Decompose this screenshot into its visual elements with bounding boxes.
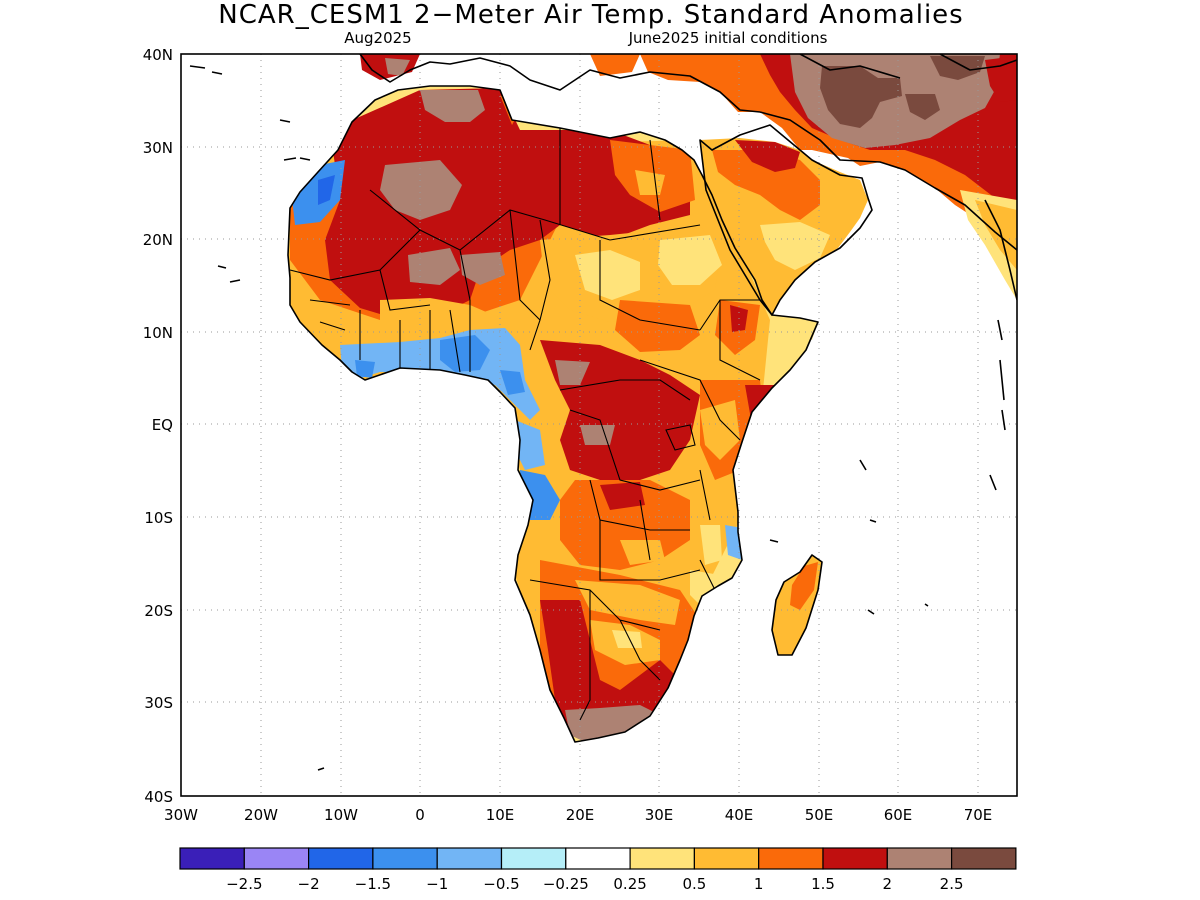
legend-swatch [822, 847, 888, 870]
initial-conditions-label: June2025 initial conditions [628, 29, 828, 47]
legend-label: 1.5 [811, 875, 835, 893]
longitude-labels: 30W 20W 10W 0 10E 20E 30E 40E 50E 60E 70… [164, 806, 992, 824]
color-legend: −2.5 −2 −1.5 −1 −0.5 −0.25 0.25 0.5 1 1.5 2 2.5 [179, 847, 1017, 893]
legend-swatch [950, 847, 1017, 870]
legend-label: −1.5 [355, 875, 391, 893]
legend-swatch [758, 847, 824, 870]
lon-label: 60E [884, 806, 913, 824]
legend-label: 1 [754, 875, 764, 893]
lon-label: 10E [486, 806, 515, 824]
legend-swatch [693, 847, 760, 870]
legend-label: 2 [883, 875, 893, 893]
map-panel [180, 53, 1018, 797]
legend-swatch [179, 847, 245, 870]
lat-label: 30S [144, 694, 173, 712]
lon-label: 10W [324, 806, 358, 824]
legend-swatch [500, 847, 567, 870]
coastlines [189, 54, 1017, 771]
legend-label: 2.5 [940, 875, 964, 893]
legend-swatch [308, 847, 374, 870]
legend-label: 0.5 [682, 875, 706, 893]
legend-swatch [565, 847, 631, 870]
graticule [181, 54, 1017, 796]
lon-label: 30E [645, 806, 674, 824]
lat-label: 40N [143, 46, 173, 64]
lat-label: EQ [152, 416, 173, 434]
lon-label: 20W [244, 806, 278, 824]
lat-label: 30N [143, 139, 173, 157]
lat-label: 10N [143, 324, 173, 342]
lon-label: 0 [415, 806, 425, 824]
map-title: NCAR_CESM1 2−Meter Air Temp. Standard An… [218, 0, 963, 30]
lat-label: 20S [144, 602, 173, 620]
lat-label: 10S [144, 509, 173, 527]
legend-swatch [436, 847, 503, 870]
legend-swatch [886, 847, 953, 870]
legend-swatch [243, 847, 310, 870]
legend-label: −1 [426, 875, 448, 893]
lat-label: 20N [143, 231, 173, 249]
latitude-labels: 40N 30N 20N 10N EQ 10S 20S 30S 40S [143, 46, 173, 806]
legend-label: −0.5 [483, 875, 519, 893]
lon-label: 70E [964, 806, 993, 824]
lat-label: 40S [144, 788, 173, 806]
anomaly-shading-middle-east [360, 54, 1017, 655]
lon-label: 30W [164, 806, 198, 824]
legend-label: −2.5 [226, 875, 262, 893]
legend-swatch [372, 847, 438, 870]
lon-label: 40E [725, 806, 754, 824]
country-borders [289, 128, 761, 721]
legend-label: −2 [298, 875, 320, 893]
legend-label: −0.25 [543, 875, 589, 893]
legend-swatch [629, 847, 695, 870]
valid-month-label: Aug2025 [344, 29, 411, 47]
lon-label: 20E [566, 806, 595, 824]
lon-label: 50E [805, 806, 834, 824]
legend-label: 0.25 [613, 875, 646, 893]
